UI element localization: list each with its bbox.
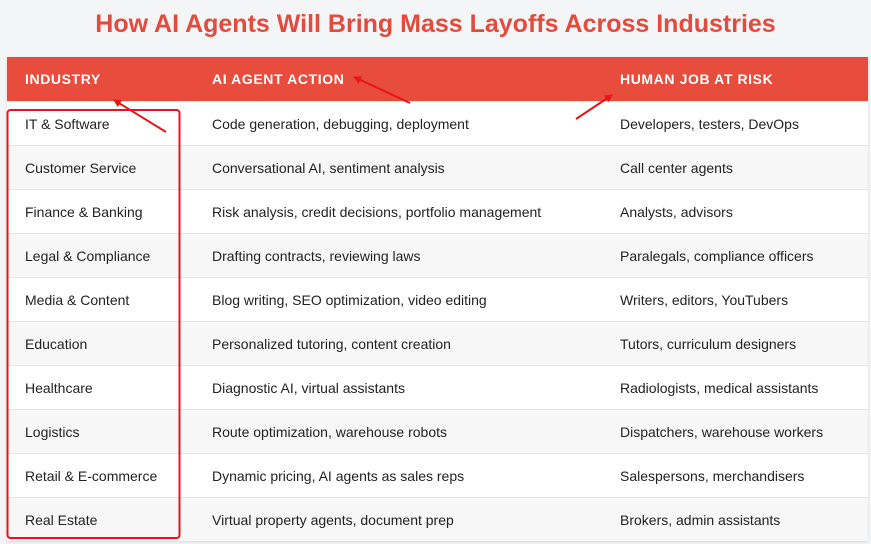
action-cell: Risk analysis, credit decisions, portfol… bbox=[212, 203, 542, 220]
action-cell: Code generation, debugging, deployment bbox=[212, 115, 469, 132]
table-row: Real Estate Virtual property agents, doc… bbox=[7, 497, 868, 541]
action-cell: Personalized tutoring, content creation bbox=[212, 335, 451, 352]
action-cell: Dynamic pricing, AI agents as sales reps bbox=[212, 467, 465, 484]
table-row: Media & Content Blog writing, SEO optimi… bbox=[7, 277, 868, 321]
table-body: IT & Software Code generation, debugging… bbox=[7, 101, 868, 541]
table-row: IT & Software Code generation, debugging… bbox=[7, 101, 868, 145]
job-cell: Brokers, admin assistants bbox=[620, 511, 781, 528]
industry-cell: Education bbox=[25, 335, 88, 352]
industry-cell: Real Estate bbox=[25, 511, 98, 528]
page-title: How AI Agents Will Bring Mass Layoffs Ac… bbox=[95, 10, 776, 38]
action-cell: Route optimization, warehouse robots bbox=[212, 423, 448, 440]
industry-cell: Customer Service bbox=[25, 159, 137, 176]
job-cell: Developers, testers, DevOps bbox=[620, 115, 799, 132]
job-cell: Salespersons, merchandisers bbox=[620, 467, 805, 484]
action-cell: Diagnostic AI, virtual assistants bbox=[212, 379, 405, 396]
header-ai-agent-action: AI AGENT ACTION bbox=[212, 71, 345, 87]
industry-cell: Finance & Banking bbox=[25, 203, 143, 220]
header-human-job-at-risk: HUMAN JOB AT RISK bbox=[620, 71, 774, 87]
job-cell: Radiologists, medical assistants bbox=[620, 379, 819, 396]
job-cell: Writers, editors, YouTubers bbox=[620, 291, 789, 308]
table-row: Finance & Banking Risk analysis, credit … bbox=[7, 189, 868, 233]
action-cell: Virtual property agents, document prep bbox=[212, 511, 454, 528]
table-header: INDUSTRY AI AGENT ACTION HUMAN JOB AT RI… bbox=[7, 57, 868, 101]
job-cell: Dispatchers, warehouse workers bbox=[620, 423, 824, 440]
job-cell: Call center agents bbox=[620, 159, 733, 176]
industry-cell: Logistics bbox=[25, 423, 80, 440]
table-row: Logistics Route optimization, warehouse … bbox=[7, 409, 868, 453]
table-row: Legal & Compliance Drafting contracts, r… bbox=[7, 233, 868, 277]
table-row: Healthcare Diagnostic AI, virtual assist… bbox=[7, 365, 868, 409]
industry-cell: Retail & E-commerce bbox=[25, 467, 158, 484]
action-cell: Blog writing, SEO optimization, video ed… bbox=[212, 291, 487, 308]
table-row: Customer Service Conversational AI, sent… bbox=[7, 145, 868, 189]
table-row: Retail & E-commerce Dynamic pricing, AI … bbox=[7, 453, 868, 497]
industry-cell: Legal & Compliance bbox=[25, 247, 151, 264]
layoffs-table: INDUSTRY AI AGENT ACTION HUMAN JOB AT RI… bbox=[7, 57, 868, 541]
job-cell: Tutors, curriculum designers bbox=[620, 335, 797, 352]
job-cell: Analysts, advisors bbox=[620, 203, 733, 220]
job-cell: Paralegals, compliance officers bbox=[620, 247, 814, 264]
header-industry: INDUSTRY bbox=[25, 71, 101, 87]
industry-cell: Healthcare bbox=[25, 379, 93, 396]
table-row: Education Personalized tutoring, content… bbox=[7, 321, 868, 365]
industry-cell: IT & Software bbox=[25, 115, 110, 132]
industry-cell: Media & Content bbox=[25, 291, 130, 308]
action-cell: Conversational AI, sentiment analysis bbox=[212, 159, 445, 176]
action-cell: Drafting contracts, reviewing laws bbox=[212, 247, 421, 264]
